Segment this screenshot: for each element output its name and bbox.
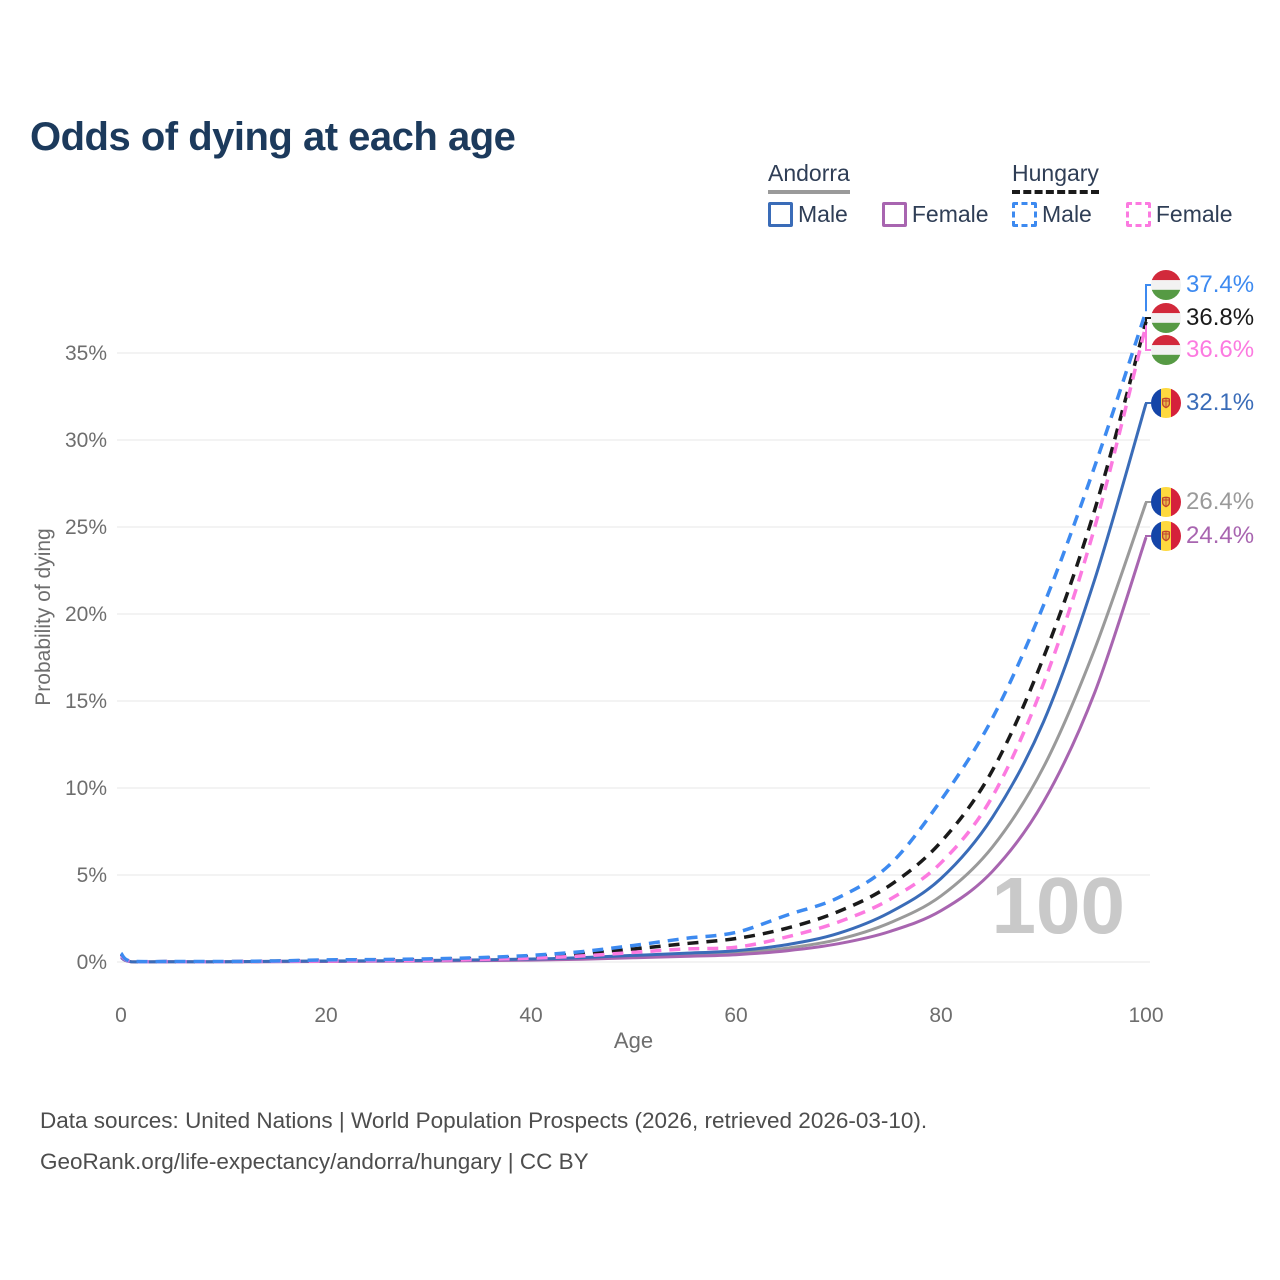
legend-hungary-title: Hungary <box>1012 160 1099 194</box>
x-tick-label: 60 <box>724 1004 747 1027</box>
y-tick-label: 25% <box>65 516 107 539</box>
end-label-value-andorra_male: 32.1% <box>1186 389 1255 416</box>
y-axis-title: Probability of dying <box>32 528 55 706</box>
legend-group-andorra: Andorra Male Female <box>768 160 989 228</box>
x-tick-label: 100 <box>1128 1004 1163 1027</box>
hungary-female-swatch <box>1125 202 1151 227</box>
x-tick-label: 40 <box>519 1004 542 1027</box>
legend-label-hungary-male: Male <box>1042 201 1092 227</box>
footer-attribution-line: GeoRank.org/life-expectancy/andorra/hung… <box>40 1149 589 1174</box>
legend-group-hungary: Hungary Male Female <box>1012 160 1233 228</box>
footer-source-line: Data sources: United Nations | World Pop… <box>40 1108 928 1133</box>
end-label-leader-hungary_total <box>1145 317 1151 322</box>
legend-item-hungary-male[interactable]: Male <box>1012 201 1092 228</box>
series-line-hungary_male[interactable] <box>119 310 1148 964</box>
series-line-hungary_total[interactable] <box>119 321 1148 964</box>
end-label-leader-hungary_female <box>1145 325 1151 351</box>
end-label-value-hungary_male: 37.4% <box>1186 271 1255 298</box>
end-label-andorra_female: 24.4% <box>1151 521 1254 551</box>
andorra-flag-icon <box>1151 521 1181 551</box>
end-label-value-andorra_total: 26.4% <box>1186 488 1255 515</box>
andorra-female-swatch <box>881 202 907 227</box>
x-tick-label: 20 <box>314 1004 337 1027</box>
end-label-andorra_male: 32.1% <box>1151 388 1254 418</box>
end-label-hungary_female: 36.6% <box>1151 335 1254 365</box>
end-label-value-hungary_female: 36.6% <box>1186 336 1255 363</box>
y-tick-label: 0% <box>77 951 107 974</box>
hungary-male-swatch <box>1012 202 1037 227</box>
footer: Data sources: United Nations | World Pop… <box>40 1100 927 1182</box>
end-label-hungary_total: 36.8% <box>1151 303 1254 333</box>
end-label-leader-andorra_male <box>1145 402 1151 404</box>
legend-andorra-title: Andorra <box>768 160 850 194</box>
hungary-flag-icon <box>1151 335 1181 365</box>
y-tick-label: 10% <box>65 777 107 800</box>
x-tick-label: 0 <box>115 1004 127 1027</box>
legend-label-andorra-female: Female <box>911 201 989 227</box>
legend-hungary-row: Male Female <box>1012 201 1233 228</box>
end-label-value-hungary_total: 36.8% <box>1186 304 1255 331</box>
age-indicator-watermark: 100 <box>991 861 1125 950</box>
legend-andorra-row: Male Female <box>768 201 989 228</box>
andorra-flag-icon <box>1151 388 1181 418</box>
y-tick-label: 30% <box>65 429 107 452</box>
end-label-value-andorra_female: 24.4% <box>1186 522 1255 549</box>
andorra-male-swatch <box>768 202 793 227</box>
end-label-hungary_male: 37.4% <box>1151 270 1254 300</box>
end-label-andorra_total: 26.4% <box>1151 487 1254 517</box>
x-axis-title: Age <box>614 1028 653 1053</box>
legend-label-hungary-female: Female <box>1155 201 1233 227</box>
legend-item-andorra-female[interactable]: Female <box>881 201 989 228</box>
end-label-leader-hungary_male <box>1145 284 1151 312</box>
y-tick-label: 35% <box>65 342 107 365</box>
andorra-flag-icon <box>1151 487 1181 517</box>
y-tick-label: 20% <box>65 603 107 626</box>
y-tick-label: 5% <box>77 864 107 887</box>
hungary-flag-icon <box>1151 270 1181 300</box>
hungary-flag-icon <box>1151 303 1181 333</box>
x-tick-label: 80 <box>929 1004 952 1027</box>
end-label-leader-andorra_total <box>1145 501 1151 503</box>
series-line-andorra_total[interactable] <box>120 502 1148 964</box>
page-title: Odds of dying at each age <box>30 114 516 159</box>
series-line-andorra_male[interactable] <box>120 403 1148 964</box>
legend-label-andorra-male: Male <box>798 201 848 227</box>
series-line-hungary_female[interactable] <box>119 324 1148 964</box>
legend-item-andorra-male[interactable]: Male <box>768 201 848 228</box>
end-label-leader-andorra_female <box>1145 535 1151 538</box>
series-line-andorra_female[interactable] <box>120 536 1148 964</box>
legend-item-hungary-female[interactable]: Female <box>1125 201 1233 228</box>
y-tick-label: 15% <box>65 690 107 713</box>
